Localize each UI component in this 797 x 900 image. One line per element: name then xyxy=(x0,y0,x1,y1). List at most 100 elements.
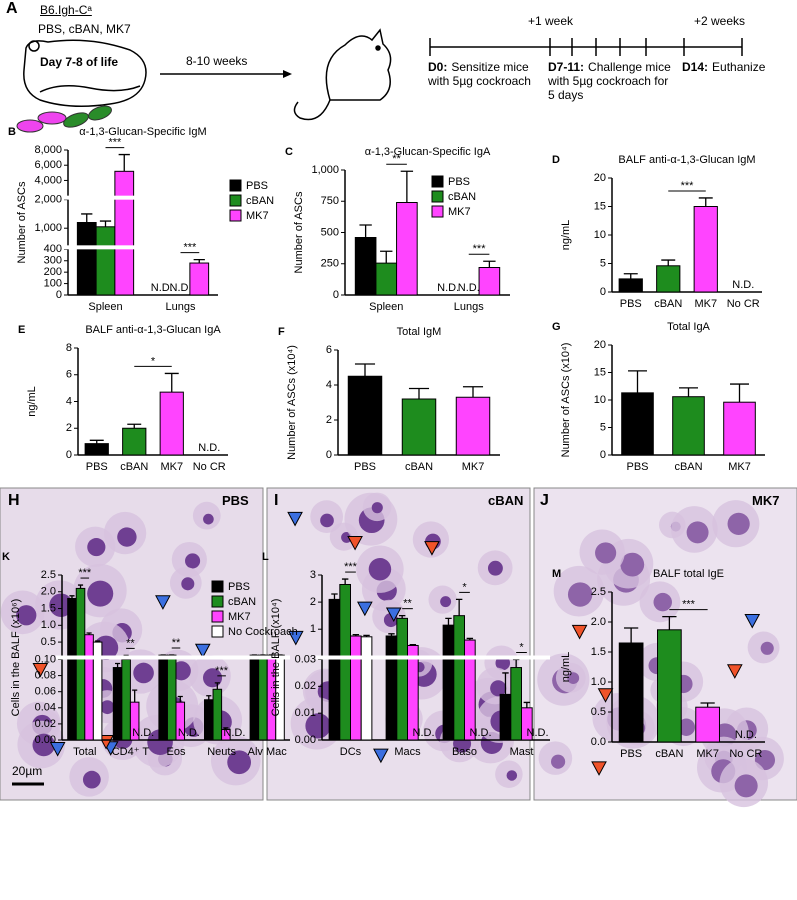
arrowhead xyxy=(283,70,292,78)
error-bar xyxy=(223,727,229,730)
x-tick-label: MK7 xyxy=(160,461,183,473)
significance-label: *** xyxy=(681,180,695,192)
error-bar xyxy=(445,617,452,626)
cell-nucleus xyxy=(567,582,593,607)
y-tick-label: 0.5 xyxy=(41,636,56,648)
x-tick-label: Total xyxy=(73,746,96,758)
bar xyxy=(672,396,705,456)
bar xyxy=(76,222,97,296)
significance-label: *** xyxy=(344,561,358,573)
significance-label: *** xyxy=(108,136,122,148)
error-bar xyxy=(99,220,112,227)
bar xyxy=(121,659,131,741)
bar xyxy=(114,170,135,296)
x-tick-label: No CR xyxy=(729,748,762,760)
bar xyxy=(510,667,522,741)
panel-letter: L xyxy=(262,551,269,563)
not-detected: N.D. xyxy=(413,727,435,739)
legend-swatch xyxy=(431,205,444,218)
y-tick-label: 0.01 xyxy=(295,707,316,719)
y-tick-label: 0.06 xyxy=(35,686,56,698)
y-tick-label: 0.04 xyxy=(35,702,56,714)
error-bar xyxy=(352,633,360,636)
axis-break xyxy=(316,655,550,660)
not-detected: N.D. xyxy=(151,282,173,294)
y-tick-label: 1.5 xyxy=(591,646,606,658)
cell-nucleus xyxy=(341,531,352,543)
bar xyxy=(347,375,383,456)
legend-label: cBAN xyxy=(448,191,476,203)
panel-letter: J xyxy=(540,492,549,509)
x-tick-label: Eos xyxy=(167,746,186,758)
significance-label: ** xyxy=(126,637,135,649)
bar xyxy=(375,262,398,296)
x-tick-label: Macs xyxy=(394,746,421,758)
arrowhead xyxy=(98,734,114,750)
bar xyxy=(401,398,437,456)
bar xyxy=(396,617,408,741)
arrowhead xyxy=(726,664,743,679)
y-tick-label: 0 xyxy=(66,449,72,461)
y-tick-label: 0.02 xyxy=(295,680,316,692)
arrowhead xyxy=(591,761,607,776)
panel-letter: I xyxy=(274,492,279,509)
cell-nucleus xyxy=(368,557,392,581)
y-tick-label: 1.0 xyxy=(591,676,606,688)
y-tick-label: 1.0 xyxy=(41,619,56,631)
arrowhead xyxy=(32,662,49,678)
bar xyxy=(212,688,223,741)
panel-letter: G xyxy=(552,321,561,333)
x-tick-label: cBAN xyxy=(654,298,682,310)
error-bar xyxy=(354,363,376,377)
y-tick-label: 8,000 xyxy=(34,144,62,156)
y-tick-label: 0.03 xyxy=(295,653,316,665)
panel-letter: A xyxy=(6,0,18,17)
y-tick-label: 0.0 xyxy=(591,736,606,748)
x-tick-label: CD4⁺ T xyxy=(112,746,150,758)
y-tick-label: 0.08 xyxy=(35,670,56,682)
cell-nucleus xyxy=(87,538,106,557)
not-detected: N.D. xyxy=(223,727,245,739)
y-tick-label: 2 xyxy=(326,414,332,426)
error-bar xyxy=(206,695,212,700)
error-bar xyxy=(661,259,676,266)
not-detected: N.D. xyxy=(470,727,492,739)
legend-swatch xyxy=(229,194,242,207)
error-bar xyxy=(86,632,92,635)
significance-label: * xyxy=(462,581,467,593)
bar xyxy=(618,278,643,293)
arrowhead xyxy=(357,601,373,617)
not-detected: N.D. xyxy=(458,282,480,294)
y-tick-label: 100 xyxy=(44,277,62,289)
legend-swatch xyxy=(211,580,224,593)
y-tick-label: 3 xyxy=(310,569,316,581)
event-day: D14: xyxy=(682,60,709,74)
y-tick-label: 400 xyxy=(44,243,62,255)
bar xyxy=(75,587,86,741)
panel-letter: K xyxy=(2,551,10,563)
bar xyxy=(328,598,341,741)
cell-nucleus xyxy=(171,661,191,681)
legend-label: PBS xyxy=(228,581,250,593)
strain: B6.Igh-Cᵃ xyxy=(40,3,92,17)
y-tick-label: 2.0 xyxy=(41,586,56,598)
panel-letter: D xyxy=(552,154,560,166)
y-tick-label: 10 xyxy=(594,229,606,241)
bar xyxy=(385,635,398,741)
cell-nucleus xyxy=(82,770,101,789)
y-tick-label: 6 xyxy=(66,369,72,381)
bar xyxy=(95,226,116,296)
not-detected: N.D. xyxy=(132,727,154,739)
bar xyxy=(354,237,377,296)
cell-nucleus xyxy=(181,577,195,591)
y-tick-label: 2.0 xyxy=(591,616,606,628)
arrowhead xyxy=(49,742,66,757)
not-detected: N.D. xyxy=(170,282,192,294)
cell-nucleus xyxy=(185,553,201,569)
significance-label: ** xyxy=(403,598,412,610)
event-day: D0: xyxy=(428,60,448,74)
y-tick-label: 250 xyxy=(321,258,339,270)
bar xyxy=(166,654,177,741)
bar xyxy=(407,644,419,741)
error-bar xyxy=(700,702,715,708)
